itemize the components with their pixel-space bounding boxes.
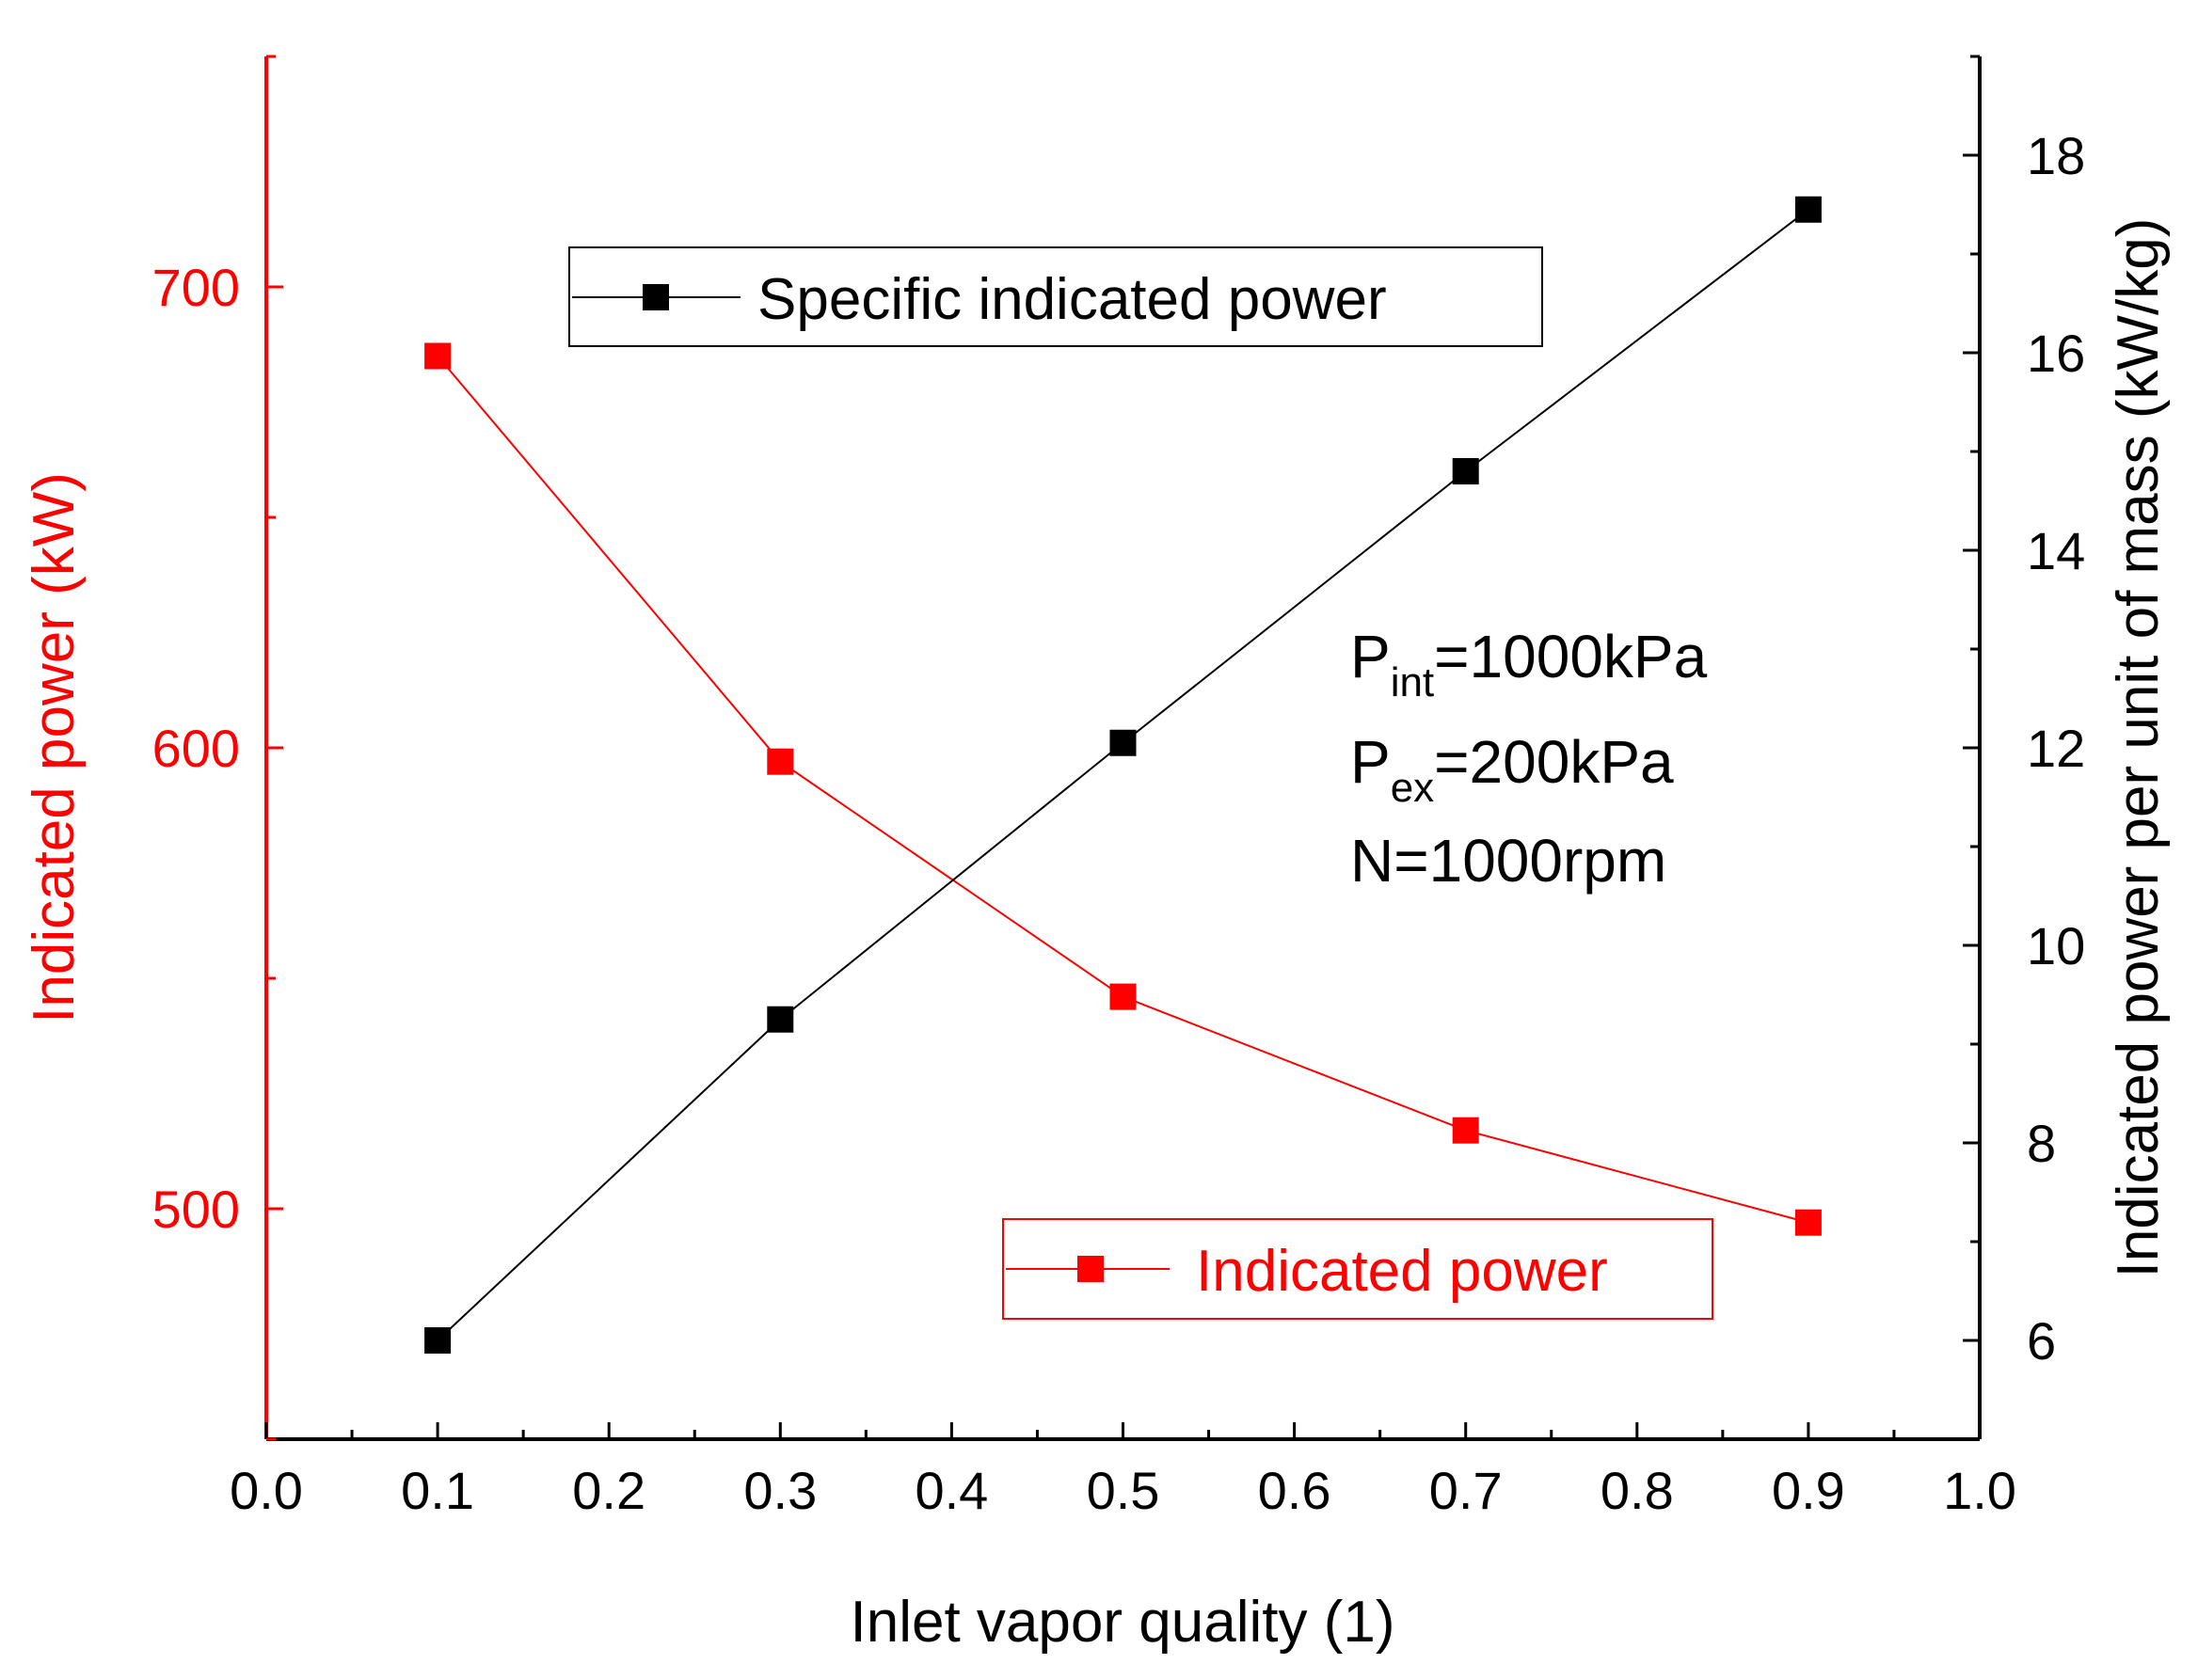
conditions-annotation: Pint=1000kPa Pex=200kPa N=1000rpm bbox=[1350, 623, 1708, 895]
x-tick-label: 0.8 bbox=[1601, 1461, 1674, 1520]
x-tick-label: 0.4 bbox=[915, 1461, 988, 1520]
x-tick-label: 0.1 bbox=[401, 1461, 474, 1520]
right-axis-ticks: 6 8 10 12 14 16 18 bbox=[1963, 55, 2085, 1441]
specific-indicated-power-point bbox=[1452, 458, 1479, 484]
specific-indicated-power-point bbox=[1109, 729, 1137, 756]
right-tick-label: 12 bbox=[2027, 719, 2085, 778]
specific-indicated-power-point bbox=[1794, 196, 1822, 223]
left-axis-ticks: 500 600 700 bbox=[152, 55, 283, 1441]
x-tick-label: 0.3 bbox=[743, 1461, 817, 1520]
indicated-power-point bbox=[1109, 983, 1137, 1010]
x-tick-label: 1.0 bbox=[1943, 1461, 2016, 1520]
right-tick-label: 18 bbox=[2027, 126, 2085, 185]
x-axis-ticks: 0.0 0.1 0.2 0.3 0.4 0.5 0.6 0.7 0.8 0.9 1.0 bbox=[230, 1422, 2016, 1520]
indicated-power-point bbox=[1452, 1117, 1479, 1144]
right-tick-label: 6 bbox=[2027, 1311, 2056, 1371]
specific-indicated-power-point bbox=[424, 1327, 452, 1354]
left-tick-label: 500 bbox=[152, 1180, 240, 1239]
x-tick-label: 0.0 bbox=[230, 1461, 303, 1520]
indicated-power-point bbox=[424, 342, 452, 370]
indicated-power-point bbox=[1794, 1209, 1822, 1236]
x-tick-label: 0.2 bbox=[572, 1461, 645, 1520]
legend-specific-box bbox=[568, 246, 1543, 347]
right-tick-label: 8 bbox=[2027, 1114, 2056, 1173]
condition-speed: N=1000rpm bbox=[1350, 827, 1666, 895]
legend-specific-label: Specific indicated power bbox=[757, 267, 1387, 332]
left-tick-label: 600 bbox=[152, 719, 240, 778]
indicated-power-point bbox=[767, 748, 794, 775]
left-tick-label: 700 bbox=[152, 258, 240, 317]
right-tick-label: 14 bbox=[2027, 521, 2085, 580]
x-tick-label: 0.5 bbox=[1087, 1461, 1160, 1520]
x-tick-label: 0.9 bbox=[1772, 1461, 1845, 1520]
x-tick-label: 0.6 bbox=[1258, 1461, 1331, 1520]
legend-indicated-label: Indicated power bbox=[1196, 1239, 1608, 1304]
x-axis-title: Inlet vapor quality (1) bbox=[851, 1590, 1395, 1655]
specific-indicated-power-point bbox=[767, 1006, 794, 1033]
condition-exhaust-pressure: Pex=200kPa bbox=[1350, 728, 1674, 811]
x-tick-label: 0.7 bbox=[1429, 1461, 1503, 1520]
series-layer bbox=[424, 196, 1822, 1354]
legend-indicated-marker bbox=[1077, 1256, 1104, 1282]
right-axis-title: Indicated power per unit of mass (kW/kg) bbox=[2106, 218, 2171, 1278]
legend-specific: Specific indicated power bbox=[568, 246, 1543, 347]
right-tick-label: 16 bbox=[2027, 324, 2085, 383]
legend-specific-marker bbox=[643, 284, 669, 310]
right-tick-label: 10 bbox=[2027, 916, 2085, 975]
legend-indicated: Indicated power bbox=[1002, 1218, 1713, 1320]
left-axis-title: Indicated power (kW) bbox=[22, 472, 87, 1023]
legend-indicated-box bbox=[1002, 1218, 1713, 1320]
condition-inlet-pressure: Pint=1000kPa bbox=[1350, 623, 1708, 705]
